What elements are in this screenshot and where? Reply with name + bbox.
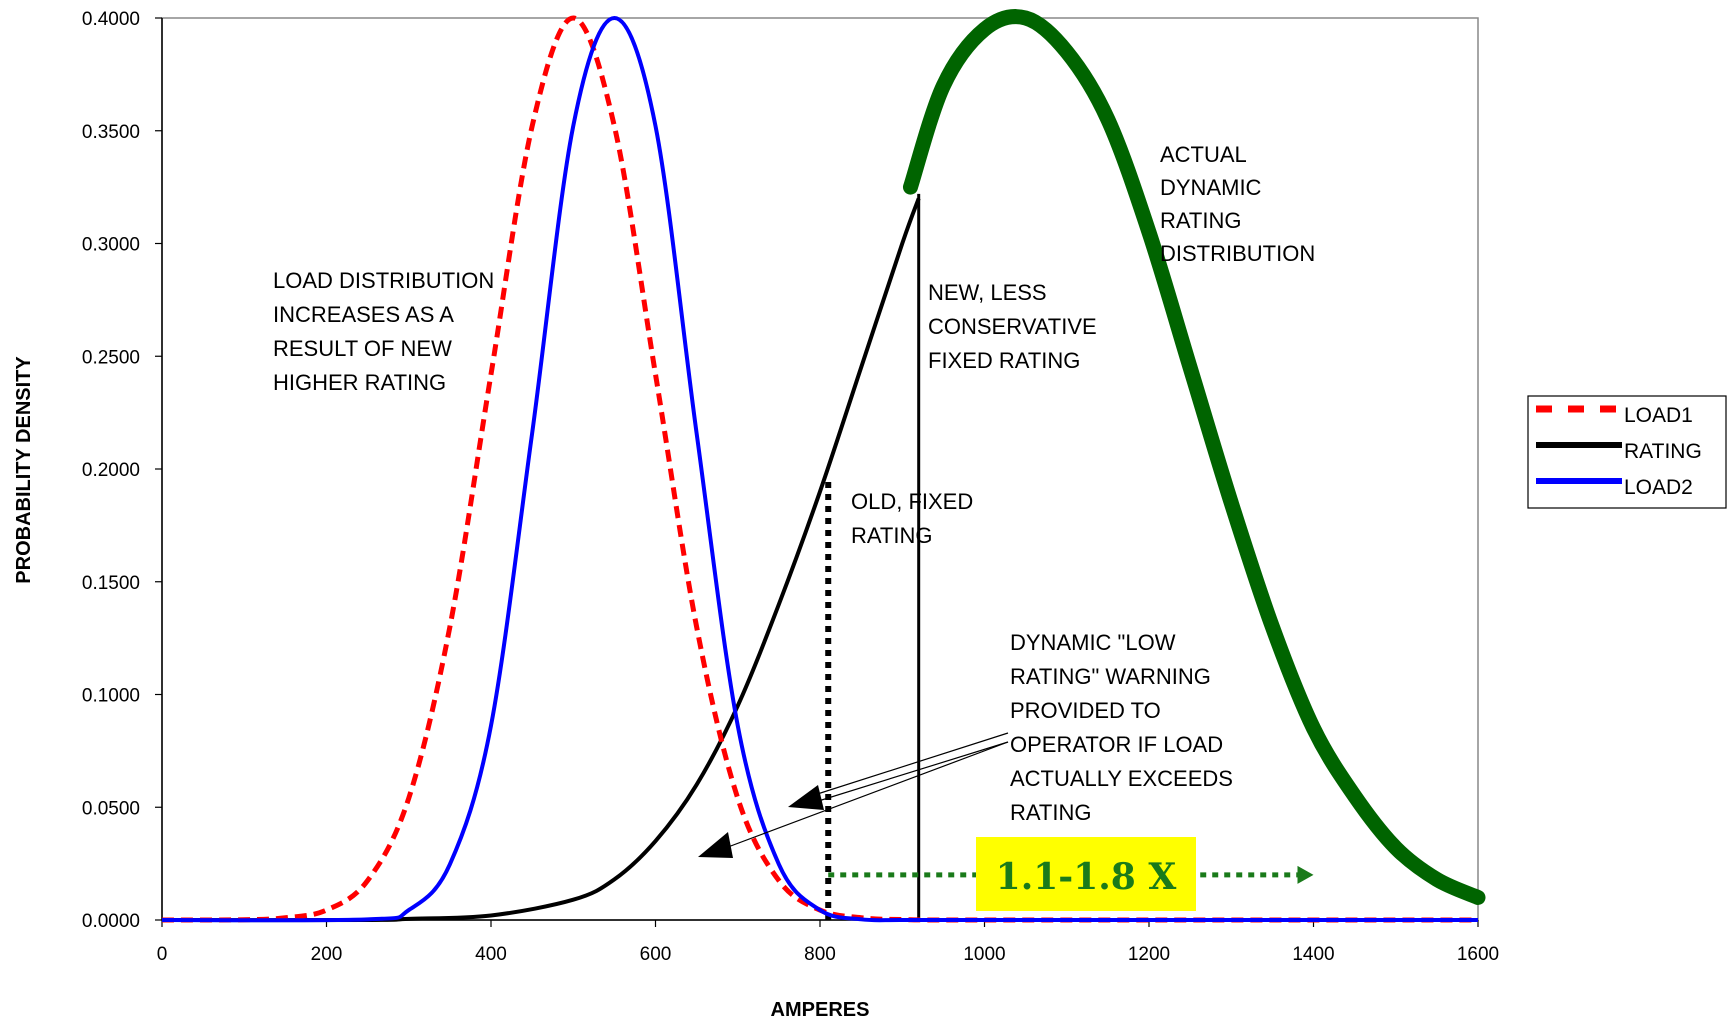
y-tick-label: 0.0000 — [82, 911, 140, 932]
x-tick-label: 800 — [804, 944, 836, 965]
warning-arrow-lower — [719, 741, 1009, 851]
y-tick-label: 0.0500 — [82, 798, 140, 819]
x-tick-label: 400 — [475, 944, 507, 965]
y-axis-title: PROBABILITY DENSITY — [13, 356, 35, 584]
x-axis-title: AMPERES — [771, 999, 870, 1021]
annotation-load-increase: RESULT OF NEW — [273, 336, 452, 361]
annotation-warning: RATING — [1010, 800, 1091, 825]
x-tick-label: 1400 — [1292, 944, 1334, 965]
range-label: 1.1-1.8 X — [996, 856, 1177, 898]
annotation-load-increase: INCREASES AS A — [273, 302, 454, 327]
y-tick-label: 0.2000 — [82, 460, 140, 481]
warning-arrowhead-lower — [698, 832, 733, 858]
legend-label-load2: LOAD2 — [1624, 476, 1693, 499]
x-tick-label: 0 — [157, 944, 168, 965]
series-load2-line — [161, 16, 1478, 923]
annotation-warning: DYNAMIC "LOW — [1010, 630, 1176, 655]
annotation-actual-dynamic: DYNAMIC — [1160, 175, 1262, 200]
annotation-old-fixed-rating: RATING — [851, 523, 932, 548]
x-tick-label: 1600 — [1457, 944, 1499, 965]
annotation-load-increase: LOAD DISTRIBUTION — [273, 268, 494, 293]
annotation-actual-dynamic: RATING — [1160, 208, 1241, 233]
x-tick-label: 1200 — [1128, 944, 1170, 965]
y-tick-label: 0.1000 — [82, 686, 140, 707]
warning-arrow-upper-edge — [811, 741, 1009, 804]
legend-box — [1527, 395, 1727, 509]
plot-area — [161, 17, 1479, 921]
legend-label-rating: RATING — [1624, 440, 1702, 463]
y-tick-label: 0.2500 — [82, 347, 140, 368]
annotation-actual-dynamic: DISTRIBUTION — [1160, 241, 1315, 266]
series-rating-line — [161, 197, 921, 923]
y-tick-label: 0.1500 — [82, 573, 140, 594]
series-actual-dynamic-rating-line — [902, 9, 1486, 905]
annotation-actual-dynamic: ACTUAL — [1160, 142, 1247, 167]
annotation-warning: RATING" WARNING — [1010, 664, 1211, 689]
range-label-background — [976, 837, 1196, 911]
x-tick-label: 200 — [311, 944, 343, 965]
annotation-old-fixed-rating: OLD, FIXED — [851, 489, 973, 514]
annotation-new-fixed-rating: NEW, LESS — [928, 280, 1047, 305]
annotation-load-increase: HIGHER RATING — [273, 370, 446, 395]
annotation-warning: ACTUALLY EXCEEDS — [1010, 766, 1233, 791]
warning-arrow-upper — [807, 732, 1009, 798]
warning-arrowhead-upper — [788, 785, 824, 810]
y-tick-label: 0.4000 — [82, 9, 140, 30]
x-tick-label: 600 — [640, 944, 672, 965]
annotation-warning: OPERATOR IF LOAD — [1010, 732, 1223, 757]
legend-label-load1: LOAD1 — [1624, 404, 1693, 427]
y-tick-label: 0.3500 — [82, 122, 140, 143]
range-arrowhead — [1297, 865, 1314, 884]
y-tick-label: 0.3000 — [82, 235, 140, 256]
annotation-new-fixed-rating: FIXED RATING — [928, 348, 1080, 373]
annotation-new-fixed-rating: CONSERVATIVE — [928, 314, 1097, 339]
x-tick-label: 1000 — [963, 944, 1005, 965]
annotation-warning: PROVIDED TO — [1010, 698, 1161, 723]
